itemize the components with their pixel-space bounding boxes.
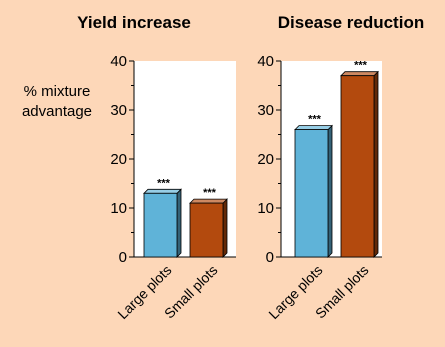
significance-label: *** xyxy=(354,60,368,72)
bar-large-plots xyxy=(143,188,182,258)
bar-top xyxy=(189,198,228,204)
y-tick-label: 40 xyxy=(110,53,127,70)
bar-side xyxy=(176,188,182,258)
bar-top xyxy=(340,71,379,77)
bar-small-plots xyxy=(189,198,228,258)
chart-title: Disease reduction xyxy=(278,13,424,32)
significance-label: *** xyxy=(203,187,217,199)
y-tick-label: 20 xyxy=(257,151,274,168)
bar-large-plots xyxy=(294,124,333,258)
y-tick-label: 20 xyxy=(110,151,127,168)
bar-front xyxy=(340,75,375,258)
y-tick-label: 0 xyxy=(119,249,127,266)
bar-small-plots xyxy=(340,70,379,258)
y-tick-label: 10 xyxy=(110,200,127,217)
y-tick-label: 30 xyxy=(110,102,127,119)
bar-front xyxy=(143,192,178,258)
y-tick-label: 10 xyxy=(257,200,274,217)
bar-side xyxy=(373,70,379,258)
y-tick-label: 30 xyxy=(257,102,274,119)
bar-side xyxy=(327,124,333,258)
bar-front xyxy=(294,129,329,258)
bar-side xyxy=(222,198,228,258)
y-axis-label: % mixture advantage xyxy=(22,83,92,120)
bar-top xyxy=(294,125,333,131)
bar-top xyxy=(143,188,182,194)
significance-label: *** xyxy=(308,114,322,126)
chart-title: Yield increase xyxy=(77,13,191,32)
y-tick-label: 40 xyxy=(257,53,274,70)
y-tick-label: 0 xyxy=(266,249,274,266)
bar-front xyxy=(189,202,224,258)
chart-panel-1: Yield increase 0 10 20 30 40 % mixture advantag… xyxy=(22,13,236,322)
significance-label: *** xyxy=(157,177,171,189)
